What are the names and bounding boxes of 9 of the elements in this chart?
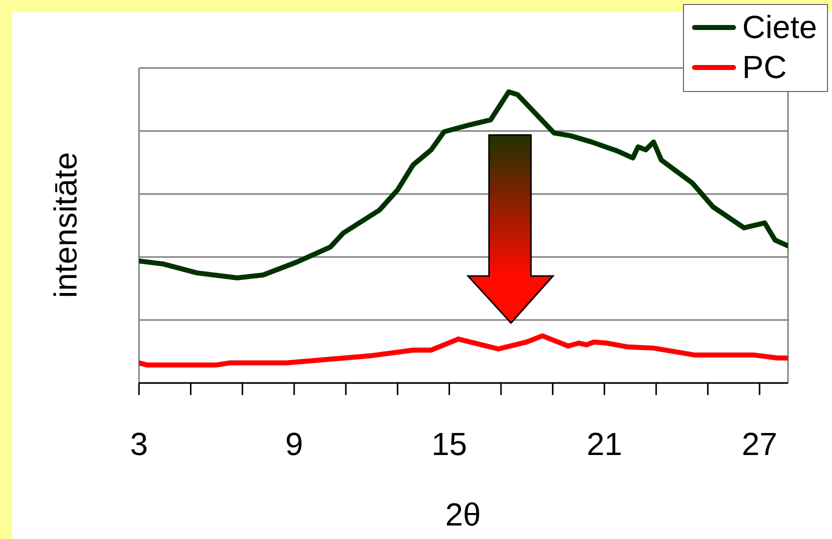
y-axis-title: intensitāte bbox=[48, 152, 84, 298]
x-tick-label: 21 bbox=[586, 426, 622, 462]
x-axis-title: 2θ bbox=[445, 496, 481, 534]
x-tick-label: 15 bbox=[431, 426, 468, 462]
x-tick-label: 9 bbox=[285, 426, 304, 462]
legend-label: PC bbox=[742, 48, 787, 87]
x-tick-label: 27 bbox=[742, 426, 778, 462]
legend-label: Ciete bbox=[742, 8, 817, 47]
x-tick-label: 3 bbox=[130, 426, 148, 462]
